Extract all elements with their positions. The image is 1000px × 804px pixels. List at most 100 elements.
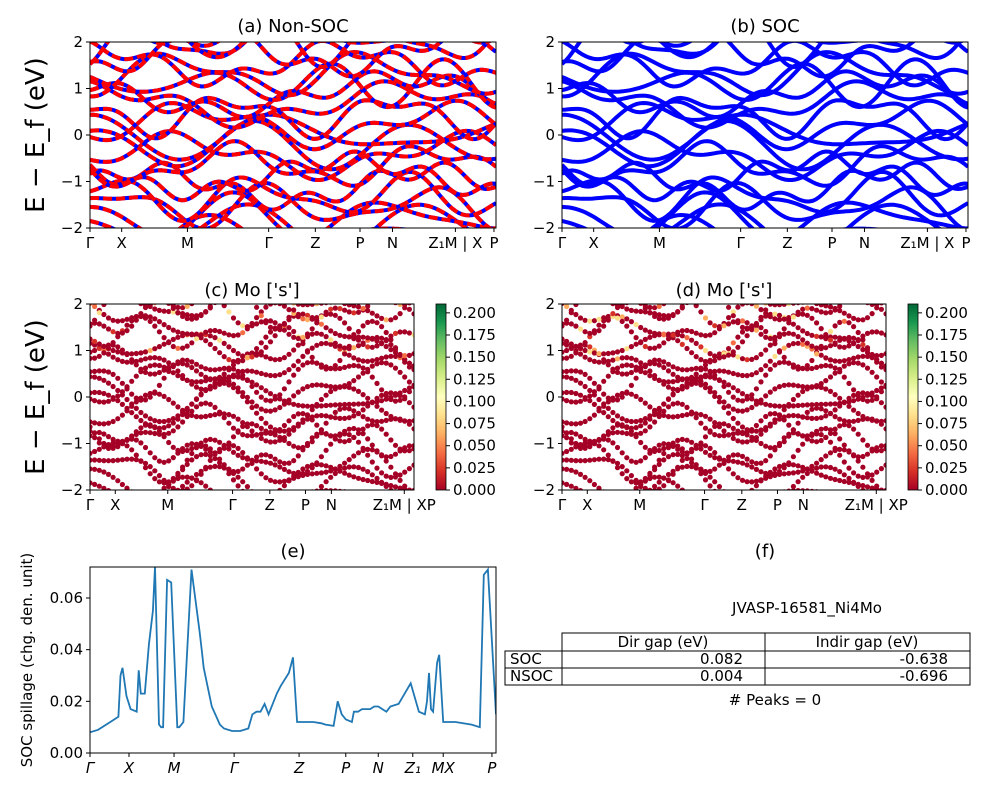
projection-dot xyxy=(828,294,833,299)
projection-dot xyxy=(772,466,778,472)
projection-dot xyxy=(782,287,787,292)
projection-dot xyxy=(860,298,865,303)
projection-dot xyxy=(355,309,362,315)
projection-dot xyxy=(689,366,695,372)
projection-dot xyxy=(596,359,602,365)
projection-dot xyxy=(643,290,648,295)
projection-dot xyxy=(351,378,357,384)
projection-dot xyxy=(730,349,736,355)
projection-dot xyxy=(286,510,291,515)
projection-dot xyxy=(245,513,250,518)
projection-dot xyxy=(781,345,787,351)
projection-dot xyxy=(97,269,102,274)
projection-dot xyxy=(184,343,190,349)
projection-dot xyxy=(101,289,106,294)
projection-dot xyxy=(90,340,93,346)
projection-dot xyxy=(138,417,144,424)
projection-dot xyxy=(601,434,607,440)
panel-d-colorbar-ticks: 0.2000.1750.1500.1250.1000.0750.0500.025… xyxy=(918,304,968,499)
projection-dot xyxy=(860,278,865,283)
projection-dot xyxy=(577,351,584,357)
projection-dot xyxy=(162,294,167,299)
projection-dot xyxy=(388,333,394,339)
projection-dot xyxy=(254,454,260,460)
projection-dot xyxy=(776,468,783,475)
projection-dot xyxy=(286,307,292,313)
projection-dot xyxy=(392,392,399,398)
projection-dot xyxy=(203,366,209,372)
band-line-nonsoc xyxy=(90,98,496,152)
projection-dot xyxy=(152,371,158,377)
projection-dot xyxy=(90,323,93,329)
projection-dot xyxy=(170,475,176,482)
projection-dot xyxy=(758,477,764,483)
projection-dot xyxy=(129,434,135,440)
projection-dot xyxy=(851,470,857,476)
projection-dot xyxy=(235,389,241,395)
projection-dot xyxy=(716,433,723,439)
projection-dot xyxy=(772,411,778,417)
projection-dot xyxy=(562,424,565,430)
projection-dot xyxy=(342,405,348,411)
projection-dot xyxy=(582,396,588,402)
projection-dot xyxy=(730,435,736,441)
projection-dot xyxy=(198,379,204,385)
projection-dot xyxy=(119,318,125,324)
projection-dot xyxy=(314,433,320,439)
projection-dot xyxy=(254,304,260,310)
projection-dot xyxy=(758,418,764,424)
projection-dot xyxy=(790,382,797,388)
projection-dot xyxy=(134,291,139,296)
xtick-label: X xyxy=(589,234,599,252)
xtick-label: X xyxy=(110,496,120,514)
projection-dot xyxy=(254,466,260,472)
projection-dot xyxy=(379,315,385,321)
projection-dot xyxy=(568,345,574,351)
projection-dot xyxy=(402,304,408,308)
projection-dot xyxy=(360,334,366,340)
projection-dot xyxy=(818,384,824,390)
band-line-nonsoc xyxy=(90,202,470,228)
projection-dot xyxy=(92,293,97,298)
projection-dot xyxy=(346,326,352,332)
projection-dot xyxy=(684,463,690,469)
projection-dot xyxy=(781,316,787,322)
projection-dot xyxy=(309,471,315,477)
projection-dot xyxy=(629,297,634,302)
projection-dot xyxy=(161,375,167,381)
projection-dot xyxy=(282,500,287,505)
projection-dot xyxy=(180,474,186,480)
projection-dot xyxy=(642,444,648,450)
projection-dot xyxy=(596,386,602,392)
projection-dot xyxy=(716,324,723,330)
projection-dot xyxy=(240,420,246,426)
projection-dot xyxy=(638,423,644,429)
projection-dot xyxy=(694,500,699,505)
colorbar-tick-label: 0.125 xyxy=(925,370,968,388)
projection-dot xyxy=(281,483,287,489)
projection-dot xyxy=(342,351,348,357)
projection-dot xyxy=(591,350,598,356)
projection-dot xyxy=(226,357,232,363)
projection-dot xyxy=(818,432,824,438)
projection-dot xyxy=(240,450,246,456)
projection-dot xyxy=(730,313,736,319)
projection-dot xyxy=(596,485,602,490)
projection-dot xyxy=(726,266,731,271)
projection-dot xyxy=(342,401,348,408)
band-line-soc xyxy=(562,190,968,228)
projection-dot xyxy=(638,364,644,370)
xtick-label: Γ xyxy=(700,496,709,514)
projection-dot xyxy=(406,385,412,391)
projection-dot xyxy=(763,401,769,407)
projection-dot xyxy=(184,474,190,480)
projection-dot xyxy=(152,316,158,322)
projection-dot xyxy=(758,269,763,274)
projection-dot xyxy=(133,405,139,411)
projection-dot xyxy=(281,355,287,361)
projection-dot xyxy=(781,414,787,420)
projection-dot xyxy=(105,420,112,426)
projection-dot xyxy=(175,361,181,367)
ytick-label: −2 xyxy=(533,219,555,237)
projection-dot xyxy=(772,334,778,340)
